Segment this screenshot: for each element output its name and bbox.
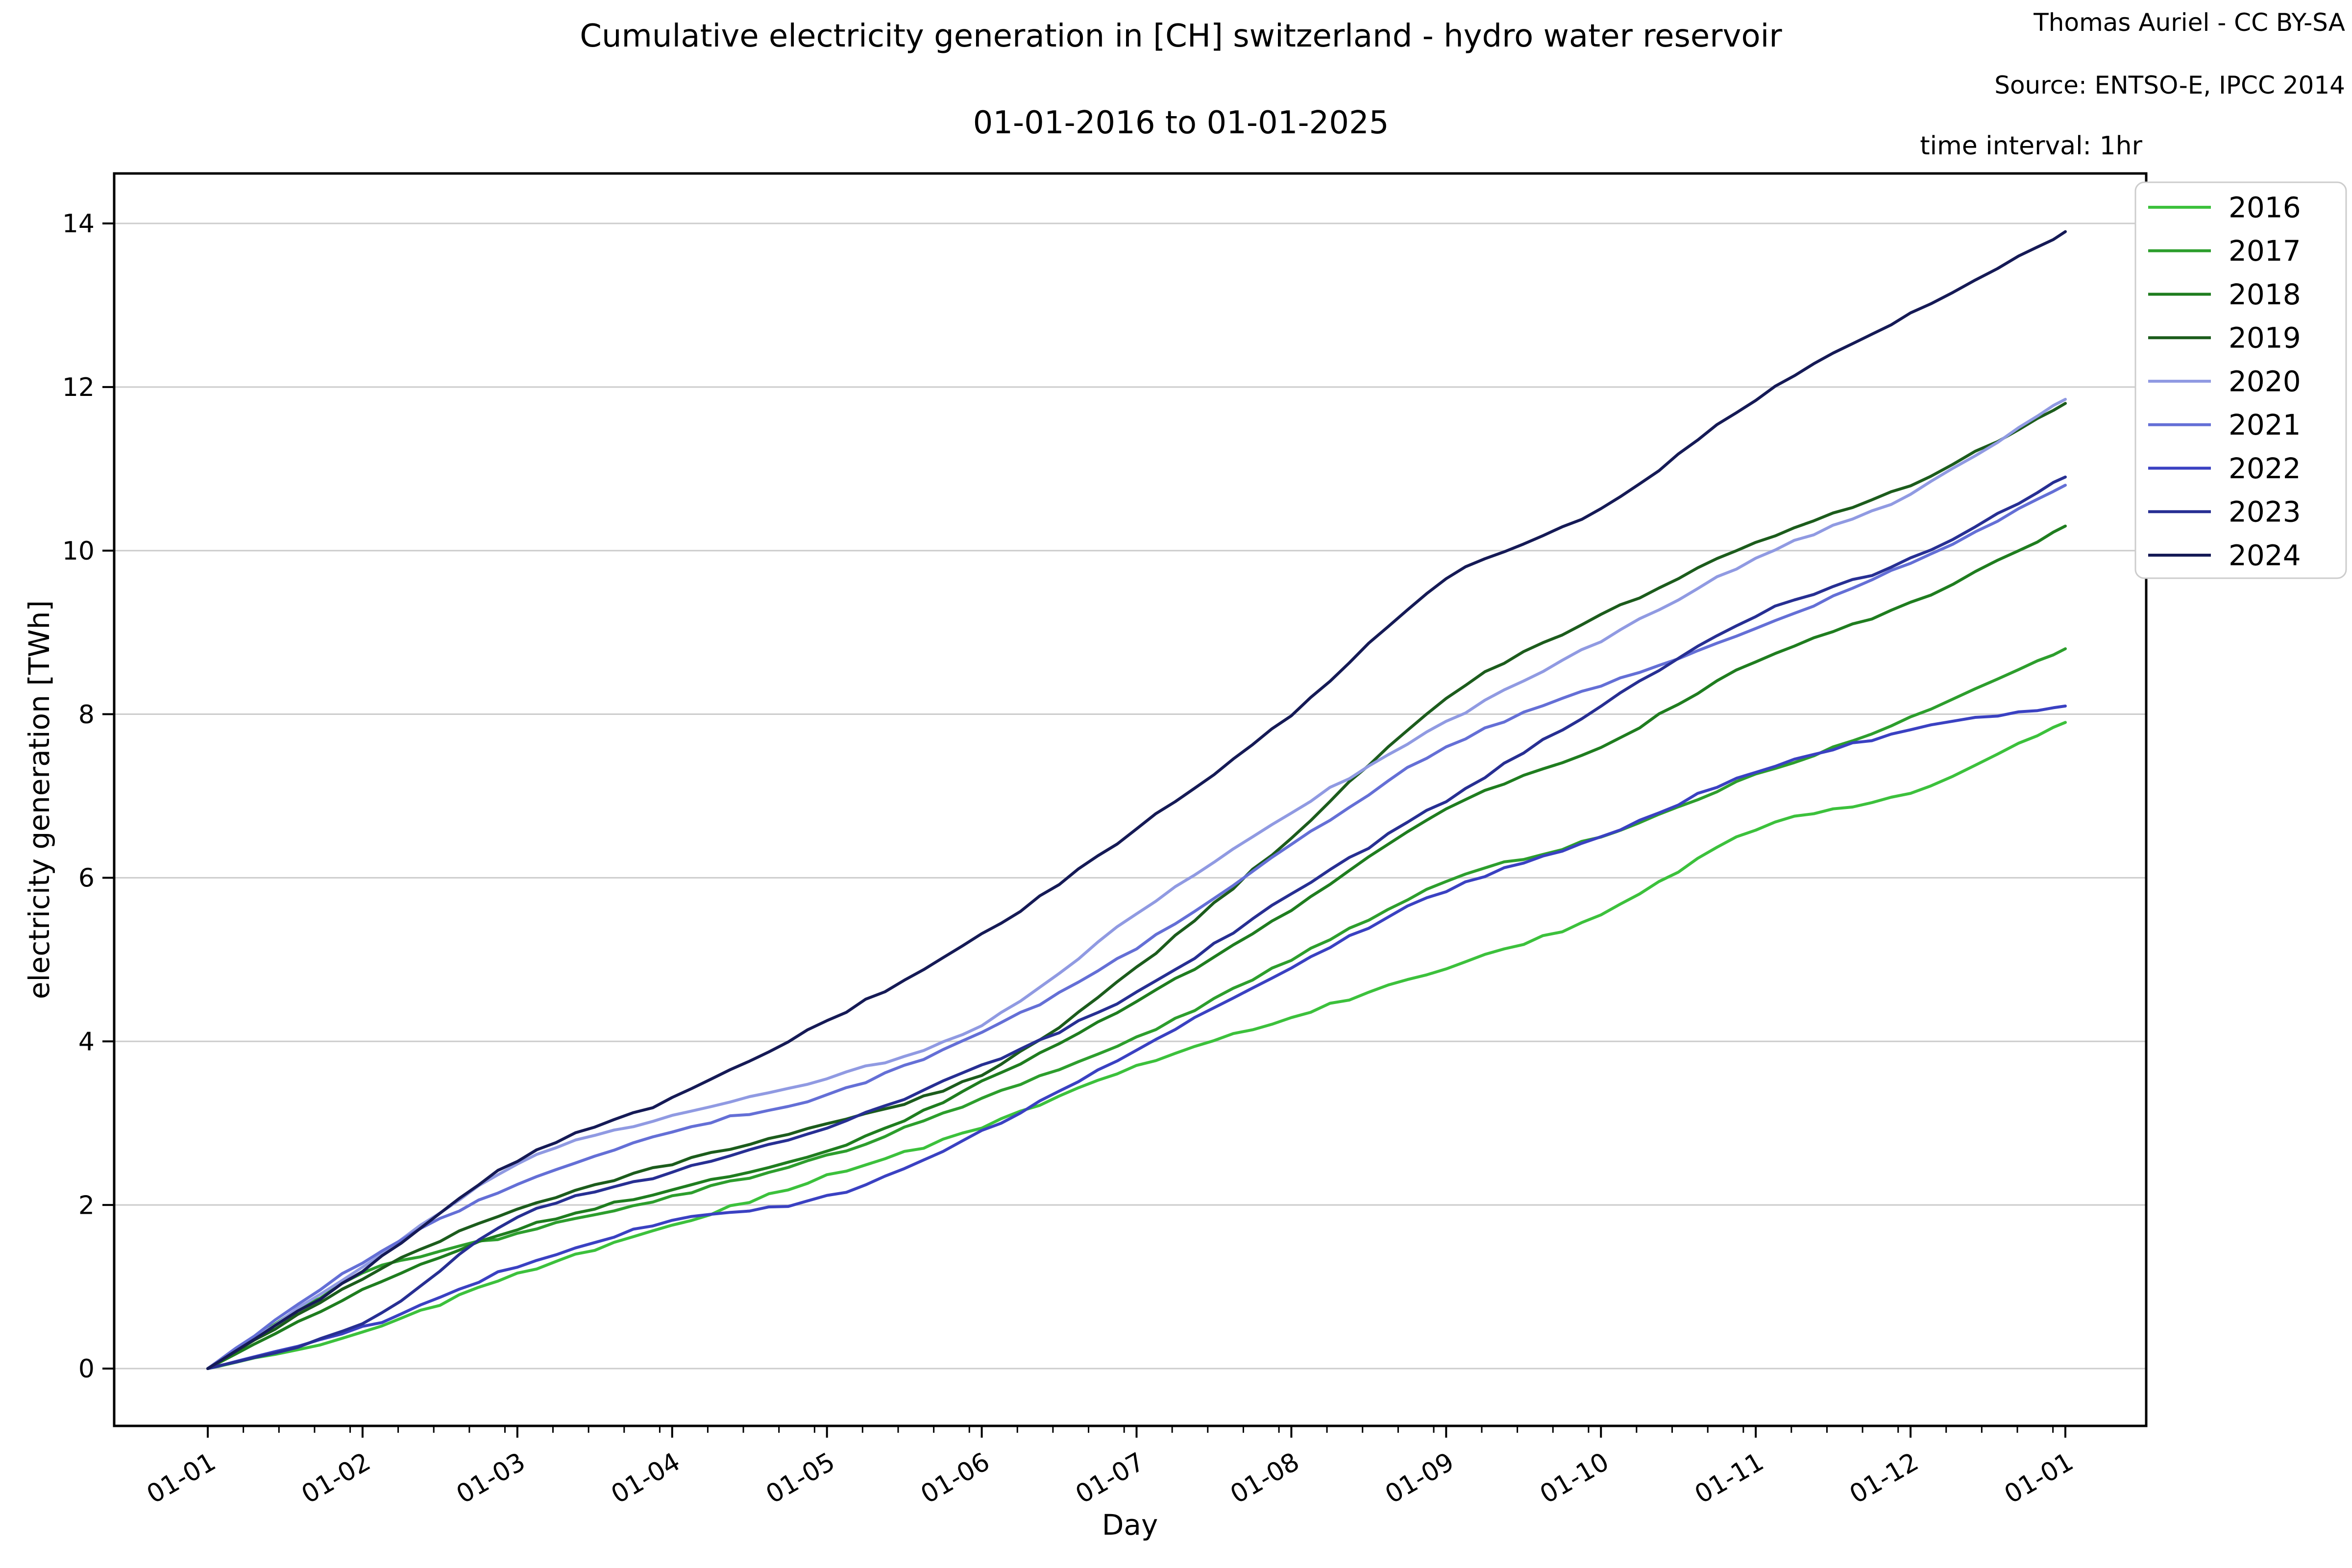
legend-label-2018: 2018 — [2229, 278, 2301, 311]
time-interval-note: time interval: 1hr — [1920, 131, 2142, 161]
series-line-2024 — [206, 230, 2067, 1370]
series-line-2022 — [206, 704, 2067, 1370]
legend-label-2017: 2017 — [2229, 234, 2301, 268]
chart-title-line1: Cumulative electricity generation in [CH… — [580, 18, 1782, 54]
series-line-2020 — [206, 397, 2067, 1370]
legend-label-2019: 2019 — [2229, 321, 2301, 355]
legend-label-2021: 2021 — [2229, 408, 2301, 441]
legend-label-2016: 2016 — [2229, 191, 2301, 224]
legend-label-2022: 2022 — [2229, 452, 2301, 485]
y-tick-label: 2 — [78, 1191, 95, 1220]
series-line-2023 — [206, 475, 2067, 1370]
y-axis-label: electricity generation [TWh] — [23, 600, 56, 1000]
series-line-2019 — [206, 402, 2067, 1370]
y-tick-label: 8 — [78, 700, 95, 730]
attribution-source: Source: ENTSO-E, IPCC 2014 — [1994, 71, 2345, 99]
series-line-2017 — [206, 647, 2067, 1370]
chart-title-line2: 01-01-2016 to 01-01-2025 — [973, 104, 1389, 141]
legend-label-2024: 2024 — [2229, 539, 2301, 572]
y-tick-label: 12 — [62, 373, 95, 402]
y-tick-label: 10 — [62, 537, 95, 566]
series-line-2018 — [206, 524, 2067, 1370]
legend-box — [2134, 181, 2347, 579]
attribution: Thomas Auriel - CC BY-SA Source: ENTSO-E… — [1994, 7, 2345, 101]
y-tick-label: 4 — [78, 1027, 95, 1056]
attribution-author: Thomas Auriel - CC BY-SA — [2034, 8, 2345, 37]
y-tick-label: 14 — [62, 209, 95, 239]
plot-border — [113, 172, 2148, 1427]
x-axis-label: Day — [1102, 1508, 1158, 1542]
y-tick-label: 6 — [78, 864, 95, 893]
chart-title: Cumulative electricity generation in [CH… — [0, 15, 2352, 145]
legend-label-2020: 2020 — [2229, 365, 2301, 398]
y-tick-label: 0 — [78, 1354, 95, 1384]
series-line-2021 — [206, 484, 2067, 1370]
legend-label-2023: 2023 — [2229, 495, 2301, 529]
series-line-2016 — [206, 721, 2067, 1370]
